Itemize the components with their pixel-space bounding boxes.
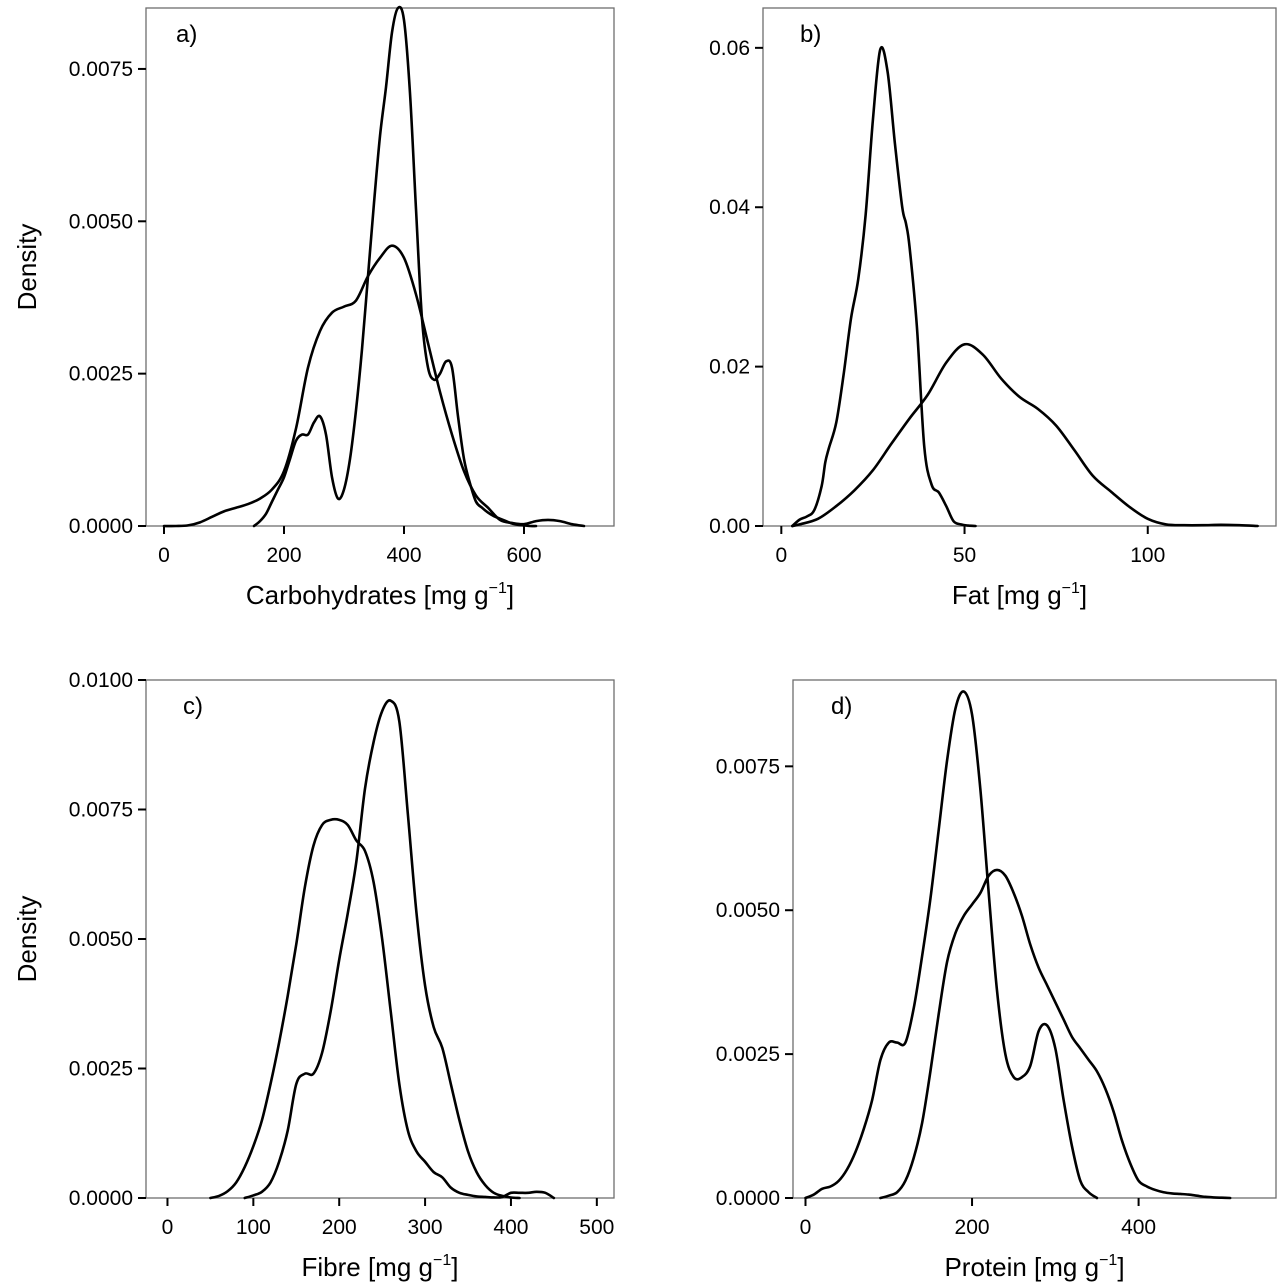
panel-b: 0.00 0.02 0.04 0.06 0 50 100 Fat [mg g−1] b) <box>709 7 1277 610</box>
x-axis-title: Fibre [mg g−1] <box>302 1252 459 1282</box>
x-axis-title-exponent: −1 <box>489 580 507 597</box>
x-axis-title: Carbohydrates [mg g−1] <box>246 580 514 610</box>
y-tick-label: 0.0050 <box>716 899 780 922</box>
x-tick-label: 400 <box>386 544 421 567</box>
x-tick-label: 100 <box>236 1216 271 1239</box>
x-tick-label: 0 <box>158 544 170 567</box>
y-tick-label: 0.0050 <box>69 210 133 233</box>
plot-frame <box>762 7 1277 527</box>
plot-frame <box>792 679 1277 1199</box>
x-tick-label: 100 <box>1130 544 1165 567</box>
y-tick-label: 0.0025 <box>716 1043 780 1066</box>
y-tick-label: 0.0075 <box>69 58 133 81</box>
y-axis-title: Density <box>12 224 42 311</box>
x-axis-title-main: Fat [mg g <box>952 580 1062 610</box>
y-tick-label: 0.0075 <box>716 755 780 778</box>
x-tick-label: 200 <box>266 544 301 567</box>
x-tick-label: 500 <box>579 1216 614 1239</box>
panel-label-d: d) <box>831 693 852 720</box>
y-tick-label: 0.0075 <box>69 799 133 822</box>
density-curve-1 <box>209 817 556 1200</box>
density-curve-1 <box>162 244 586 528</box>
y-tick-label: 0.04 <box>709 196 750 219</box>
y-tick-label: 0.00 <box>709 515 750 538</box>
y-tick-label: 0.0050 <box>69 928 133 951</box>
x-axis-title-main: Protein [mg g <box>944 1252 1099 1282</box>
x-axis-title-exponent: −1 <box>433 1252 451 1269</box>
x-axis-title: Fat [mg g−1] <box>952 580 1087 610</box>
panel-c: 0.0000 0.0025 0.0050 0.0075 0.0100 0 100 200 300… <box>12 669 615 1282</box>
density-curve-2 <box>791 342 1259 528</box>
x-axis-title-bracket: ] <box>507 580 514 610</box>
x-tick-label: 200 <box>322 1216 357 1239</box>
plot-frame <box>145 7 615 527</box>
plot-frame <box>145 679 615 1199</box>
density-curve-1 <box>791 46 977 528</box>
x-axis-title-exponent: −1 <box>1099 1252 1117 1269</box>
density-curve-2 <box>243 699 521 1200</box>
panel-d: 0.0000 0.0025 0.0050 0.0075 0 200 400 Protein [… <box>716 679 1277 1282</box>
y-tick-label: 0.0000 <box>69 515 133 538</box>
panel-a: 0.0000 0.0025 0.0050 0.0075 0 200 400 600 Carboh… <box>12 5 615 610</box>
y-axis-title: Density <box>12 896 42 983</box>
x-tick-label: 300 <box>408 1216 443 1239</box>
y-tick-label: 0.0000 <box>716 1187 780 1210</box>
x-axis-title-exponent: −1 <box>1062 580 1080 597</box>
x-tick-label: 400 <box>493 1216 528 1239</box>
panel-label-b: b) <box>800 21 821 48</box>
y-tick-label: 0.06 <box>709 37 750 60</box>
y-tick-label: 0.0025 <box>69 1058 133 1081</box>
x-tick-label: 400 <box>1121 1216 1156 1239</box>
density-curve-2 <box>252 5 538 528</box>
density-curve-1 <box>804 690 1099 1200</box>
panel-label-a: a) <box>176 21 197 48</box>
y-tick-label: 0.0100 <box>69 669 133 692</box>
x-tick-label: 0 <box>800 1216 812 1239</box>
x-tick-label: 600 <box>506 544 541 567</box>
y-tick-label: 0.0025 <box>69 363 133 386</box>
y-tick-label: 0.0000 <box>69 1187 133 1210</box>
x-tick-label: 200 <box>955 1216 990 1239</box>
x-tick-label: 50 <box>953 544 976 567</box>
panel-label-c: c) <box>183 693 203 720</box>
x-axis-title-bracket: ] <box>1117 1252 1124 1282</box>
x-axis-title-bracket: ] <box>1080 580 1087 610</box>
x-axis-title: Protein [mg g−1] <box>944 1252 1124 1282</box>
x-axis-title-bracket: ] <box>451 1252 458 1282</box>
x-tick-label: 0 <box>775 544 787 567</box>
x-axis-title-main: Carbohydrates [mg g <box>246 580 489 610</box>
density-curve-2 <box>879 868 1232 1200</box>
x-tick-label: 0 <box>162 1216 174 1239</box>
y-tick-label: 0.02 <box>709 356 750 379</box>
x-axis-title-main: Fibre [mg g <box>302 1252 434 1282</box>
